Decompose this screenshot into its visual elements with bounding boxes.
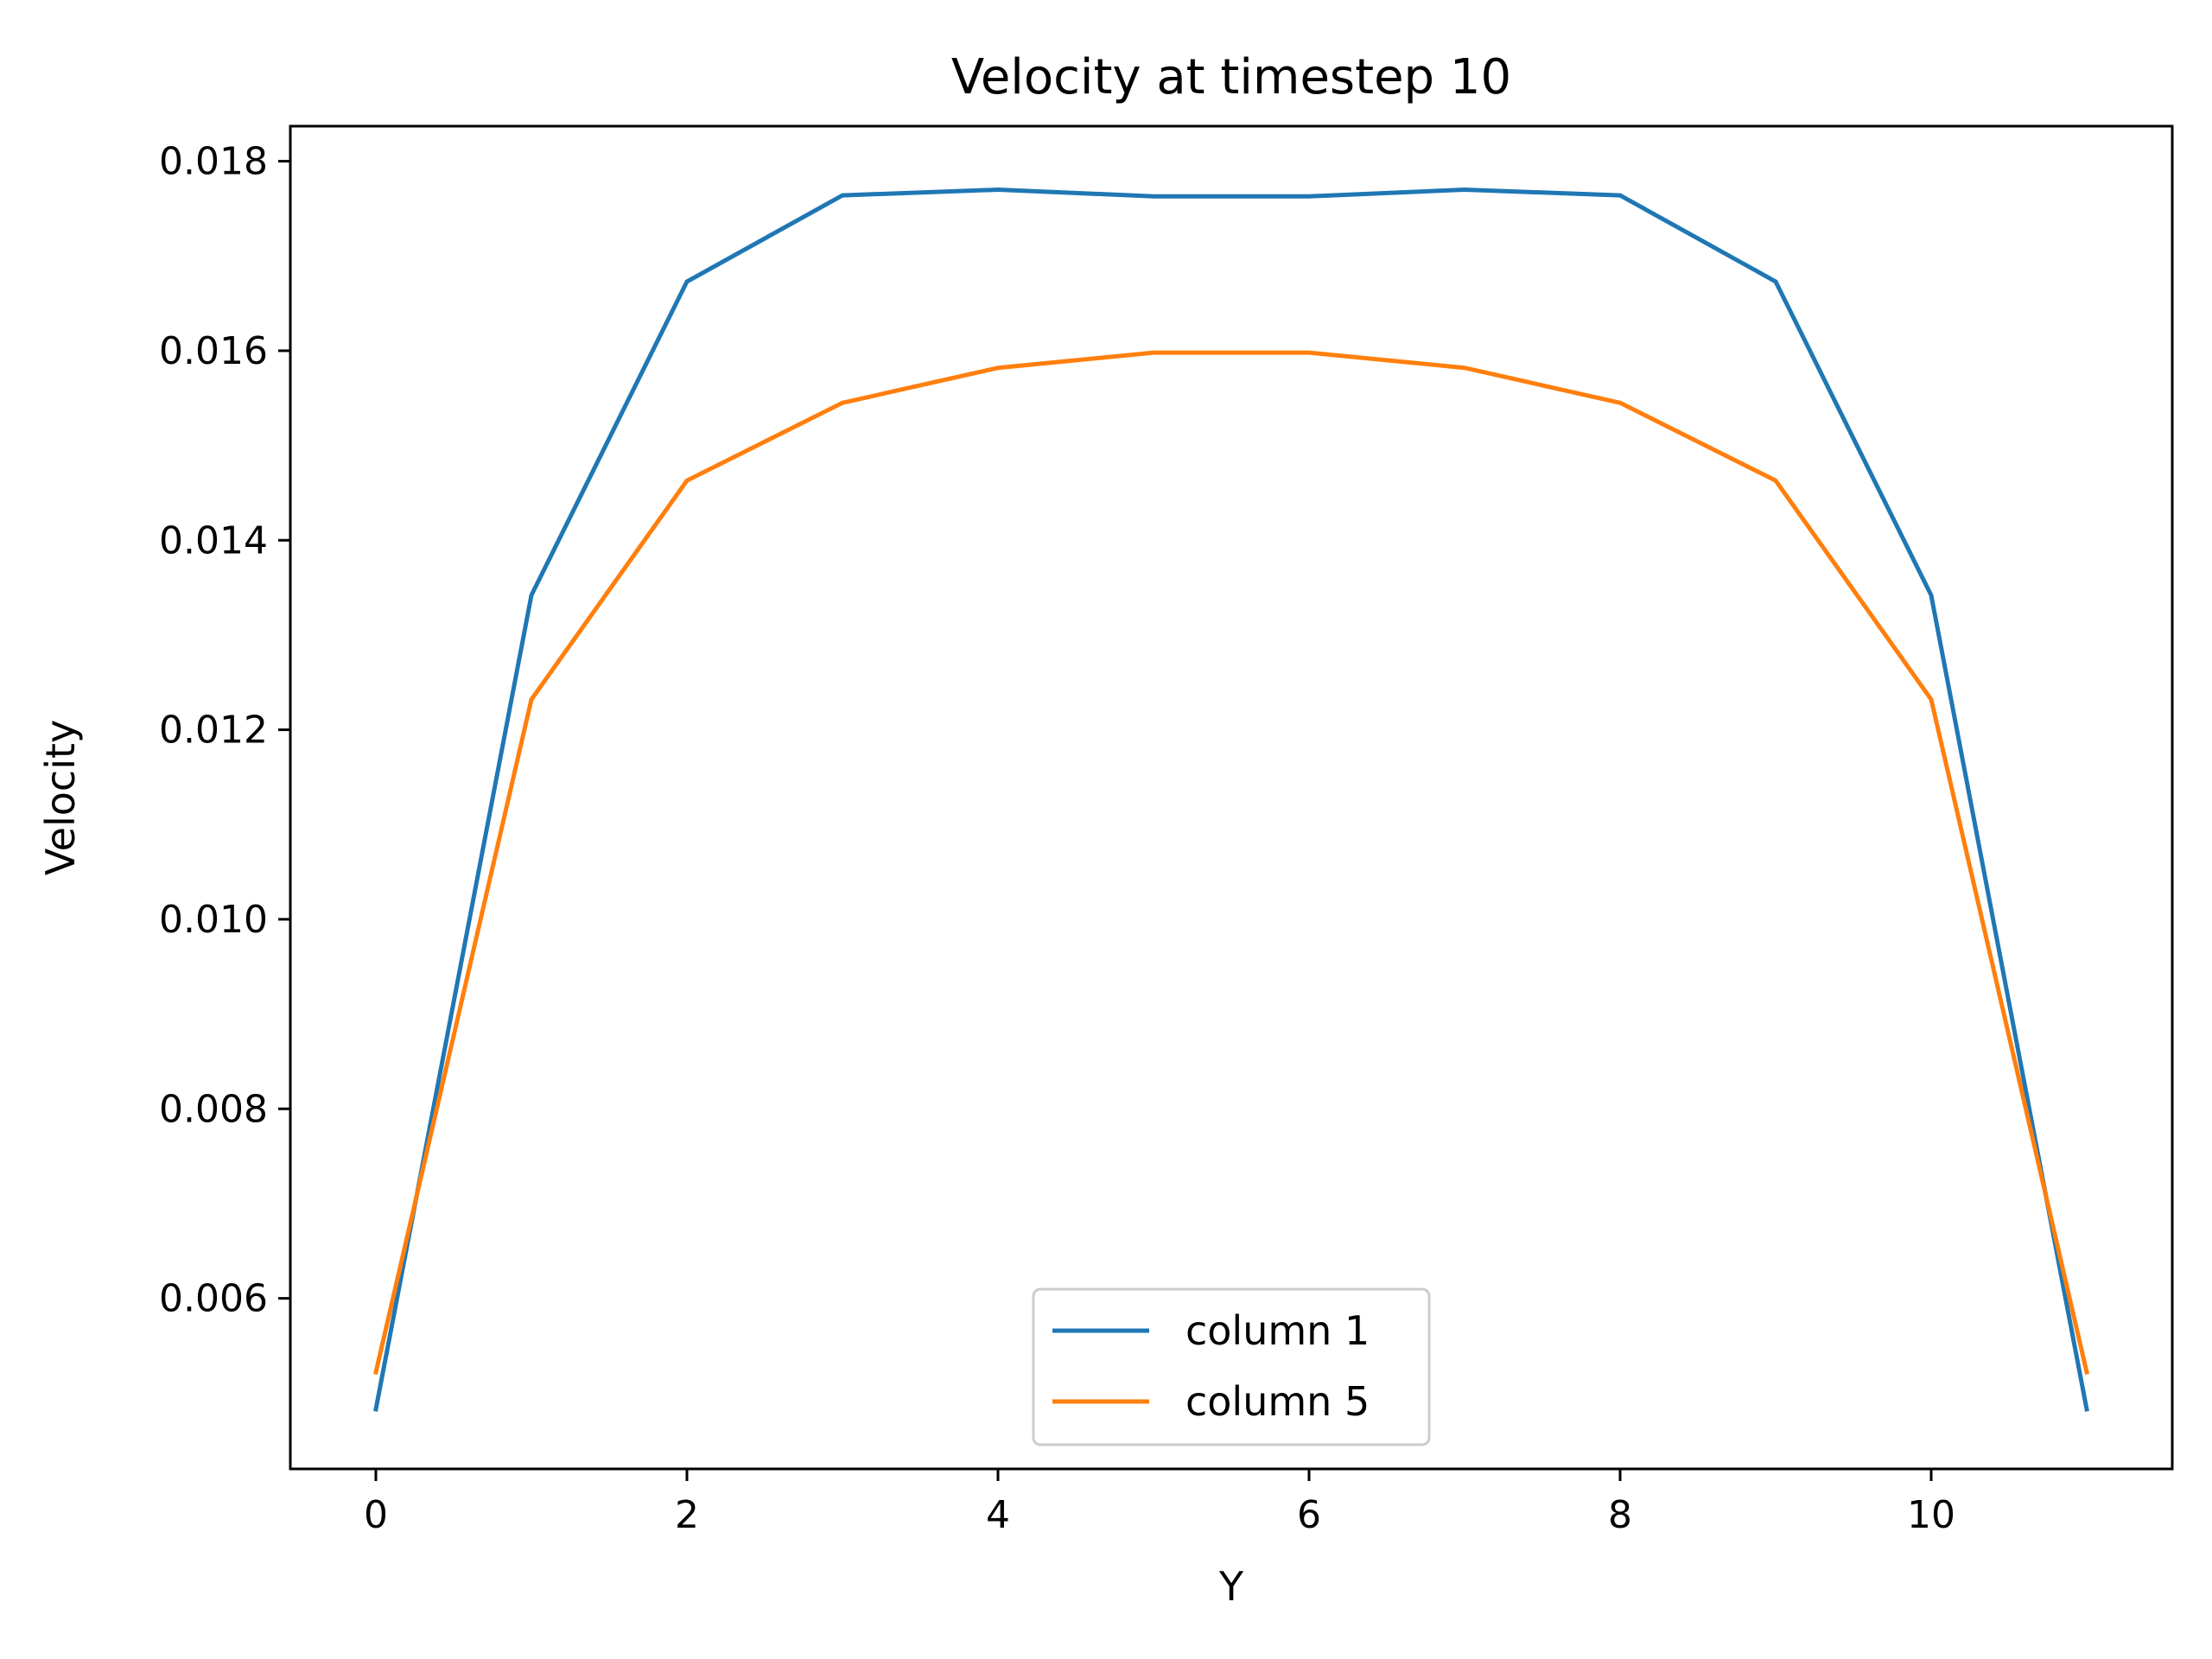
legend: column 1 column 5	[1032, 1287, 1431, 1446]
x-axis-label: Y	[1218, 1563, 1244, 1610]
x-tick-label: 10	[1907, 1493, 1955, 1537]
x-tick-label: 8	[1608, 1493, 1632, 1537]
legend-box	[1032, 1287, 1431, 1446]
series-layer	[373, 187, 2089, 1412]
legend-label: column 5	[1185, 1378, 1370, 1425]
y-tick-label: 0.012	[159, 709, 268, 753]
series-line-column-1	[373, 187, 2089, 1412]
y-tick-label: 0.008	[159, 1087, 268, 1131]
x-tick-label: 0	[364, 1493, 388, 1537]
y-tick-label: 0.006	[159, 1277, 268, 1321]
series-line-column-5	[373, 350, 2089, 1376]
x-tick-label: 6	[1297, 1493, 1321, 1537]
y-axis-label: Velocity	[37, 720, 84, 875]
y-tick-label: 0.018	[159, 140, 268, 184]
plot-frame	[289, 124, 2174, 1471]
x-tick-label: 2	[675, 1493, 699, 1537]
y-tick-label: 0.014	[159, 518, 268, 563]
legend-label: column 1	[1185, 1307, 1370, 1354]
x-tick-label: 4	[986, 1493, 1010, 1537]
y-tick-label: 0.016	[159, 329, 268, 373]
y-tick-label: 0.010	[159, 898, 268, 942]
chart-title: Velocity at timestep 10	[951, 49, 1511, 105]
y-axis: 0.006 0.008 0.010 0.012 0.014 0.016 0.018	[159, 140, 290, 1321]
x-axis: 0 2 4 6 8 10	[364, 1469, 1955, 1537]
